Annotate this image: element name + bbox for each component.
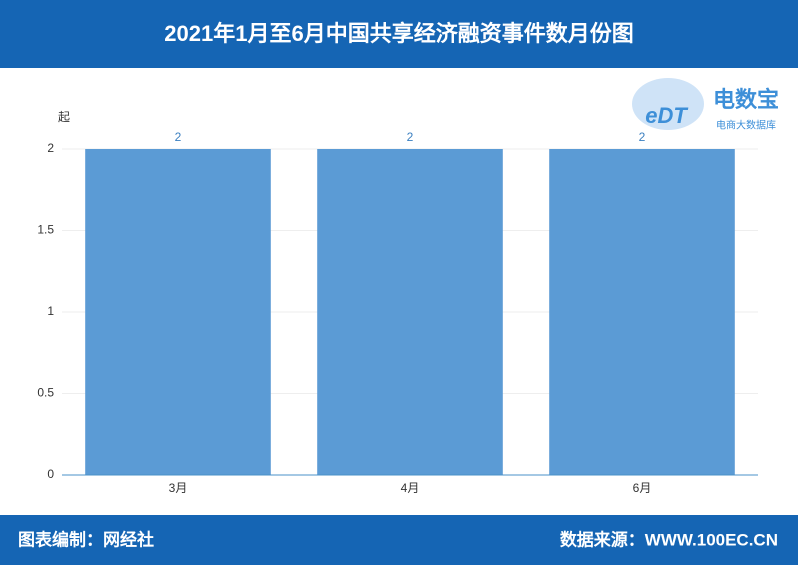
header-bar <box>0 0 798 68</box>
bar <box>549 149 735 475</box>
x-tick-label: 4月 <box>401 481 420 495</box>
y-unit: 起 <box>58 110 70 124</box>
x-tick-label: 6月 <box>633 481 652 495</box>
chart-title: 2021年1月至6月中国共享经济融资事件数月份图 <box>164 21 633 46</box>
y-tick-label: 0 <box>47 467 54 481</box>
logo-name: 电数宝 <box>713 87 779 112</box>
y-tick-label: 1.5 <box>37 223 54 237</box>
bar <box>85 149 271 475</box>
y-tick-label: 0.5 <box>37 386 54 400</box>
data-label: 2 <box>175 130 182 144</box>
data-label: 2 <box>639 130 646 144</box>
data-label: 2 <box>407 130 414 144</box>
logo-mark: eDT <box>645 103 688 128</box>
logo: eDT 电数宝 电商大数据库 <box>632 78 779 132</box>
footer-left: 图表编制：网经社 <box>18 529 154 549</box>
footer-right: 数据来源：WWW.100EC.CN <box>560 529 778 549</box>
logo-tagline: 电商大数据库 <box>716 119 776 132</box>
bar <box>317 149 503 475</box>
y-tick-label: 2 <box>47 141 54 155</box>
footer-bar <box>0 515 798 565</box>
logo-cloud <box>632 78 704 130</box>
y-tick-label: 1 <box>47 304 54 318</box>
x-tick-label: 3月 <box>169 481 188 495</box>
